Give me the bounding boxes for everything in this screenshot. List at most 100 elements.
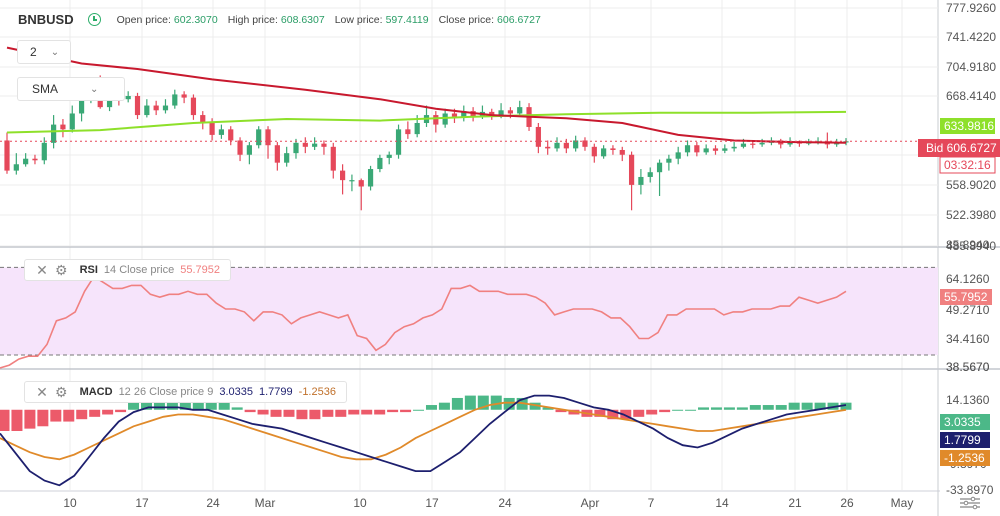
- hist-value-tag: -1.2536: [944, 451, 985, 465]
- macd-hist-bar: [451, 397, 463, 410]
- macd-hist-bar: [413, 409, 425, 411]
- cut-tick-label: 38.5670: [946, 360, 990, 374]
- candle-body: [41, 142, 47, 161]
- macd-hist-bar: [0, 409, 10, 431]
- candle-body: [274, 145, 280, 163]
- candle-body: [125, 96, 131, 100]
- candle-body: [628, 154, 635, 185]
- close-icon[interactable]: ✕: [36, 383, 48, 400]
- sma-slow-line: [6, 110, 847, 134]
- candle-body: [386, 154, 392, 158]
- macd-hist-bar: [11, 409, 23, 431]
- macd-line: [0, 394, 847, 487]
- rsi-tick-label: 64.1260: [946, 272, 990, 286]
- rsi-band: [0, 266, 938, 356]
- close-price: Close price: 606.6727: [438, 13, 541, 26]
- macd-hist-bar: [205, 397, 217, 410]
- candle-body: [582, 140, 588, 147]
- gear-icon[interactable]: ⚙: [55, 261, 68, 278]
- macd-hist-bar: [257, 409, 269, 415]
- candle-body: [563, 142, 569, 149]
- candle-body: [507, 110, 513, 114]
- candle-body: [228, 129, 234, 141]
- macd-hist-bar: [594, 409, 606, 417]
- candle-body: [666, 158, 672, 163]
- macd-hist-bar: [89, 409, 101, 417]
- clock-icon[interactable]: [87, 13, 101, 26]
- candle-body: [442, 113, 448, 125]
- macd-hist-bar: [309, 409, 321, 420]
- macd-hist-bar: [775, 405, 787, 410]
- chart-header: BNBUSD Open price: 602.3070 High price: 60…: [18, 12, 541, 27]
- candle-body: [367, 169, 374, 187]
- bid-tag-bg: [918, 139, 1000, 157]
- macd-hist-bar: [490, 395, 502, 410]
- candle-body: [200, 115, 206, 123]
- macd-hist-bar: [140, 400, 152, 410]
- macd-hist-bar: [348, 409, 360, 415]
- macd-hist-bar: [529, 402, 541, 410]
- macd-hist-bar: [788, 402, 800, 410]
- price-tags: 633.9816 Bid 606.6727 03:32:16 55.7952 3.033…: [918, 118, 1000, 466]
- candle-body: [535, 126, 541, 147]
- interval-select[interactable]: 2 ⌄: [17, 40, 71, 64]
- candle-body: [302, 142, 308, 147]
- time-tick-label: Mar: [255, 496, 276, 510]
- macd-title: MACD: [79, 386, 113, 398]
- candle-body: [51, 124, 57, 143]
- macd-hist-bar: [620, 409, 632, 420]
- signal-value-tag: 1.7799: [944, 433, 981, 447]
- time-tick-label: 26: [840, 496, 854, 510]
- macd-hist-bar: [37, 409, 49, 427]
- candle-body: [60, 124, 66, 130]
- signal-value-tag-bg: [940, 432, 990, 448]
- candle-body: [349, 180, 355, 182]
- close-icon[interactable]: ✕: [36, 261, 48, 278]
- countdown-tag-bg: [939, 156, 996, 174]
- candle-body: [740, 143, 747, 147]
- indicator-select[interactable]: SMA ⌄: [17, 77, 125, 101]
- macd-value-tag: 3.0335: [944, 415, 981, 429]
- candle-body: [340, 170, 346, 181]
- candle-body: [153, 105, 159, 111]
- time-tick-label: 17: [425, 496, 439, 510]
- candle-body: [358, 180, 364, 187]
- time-tick-label: 7: [648, 496, 655, 510]
- symbol-name[interactable]: BNBUSD: [18, 12, 74, 27]
- macd-params: 12 26 Close price 9: [118, 386, 214, 398]
- candle-body: [69, 113, 75, 130]
- candle-body: [265, 129, 271, 146]
- chevron-down-icon: ⌄: [90, 83, 99, 95]
- sma-fast-line: [6, 46, 847, 144]
- candle-body: [13, 164, 19, 171]
- sma-slow-tag-bg: [940, 118, 995, 134]
- candle-body: [312, 143, 318, 147]
- macd-hist-bar: [801, 402, 813, 410]
- macd-hist-bar: [646, 409, 658, 415]
- macd-hist-bar: [400, 409, 412, 413]
- macd-hist-bar: [387, 409, 399, 413]
- macd-hist-bar: [698, 407, 710, 410]
- macd-tick-label: -33.8970: [946, 483, 994, 497]
- macd-hist-bar: [50, 409, 62, 422]
- macd-hist-bar: [335, 409, 347, 417]
- candle-body: [731, 146, 737, 149]
- candle-body: [517, 107, 523, 114]
- candle-body: [172, 94, 178, 106]
- rsi-band-fill: [0, 267, 938, 356]
- macd-hist-bar: [374, 409, 386, 415]
- gear-icon[interactable]: ⚙: [55, 383, 68, 400]
- settings-sliders-icon[interactable]: [958, 496, 982, 510]
- candle-body: [32, 158, 38, 161]
- candle-body: [573, 140, 579, 149]
- macd-hist-bar: [659, 409, 671, 413]
- price-tick-label: 777.9260: [946, 1, 996, 15]
- macd-hist-bar: [542, 407, 554, 410]
- bid-tag: Bid 606.6727: [926, 141, 997, 155]
- time-tick-label: 14: [715, 496, 729, 510]
- rsi-tick-label: 49.2710: [946, 303, 990, 317]
- candle-body: [712, 148, 719, 151]
- candle-body: [489, 111, 495, 116]
